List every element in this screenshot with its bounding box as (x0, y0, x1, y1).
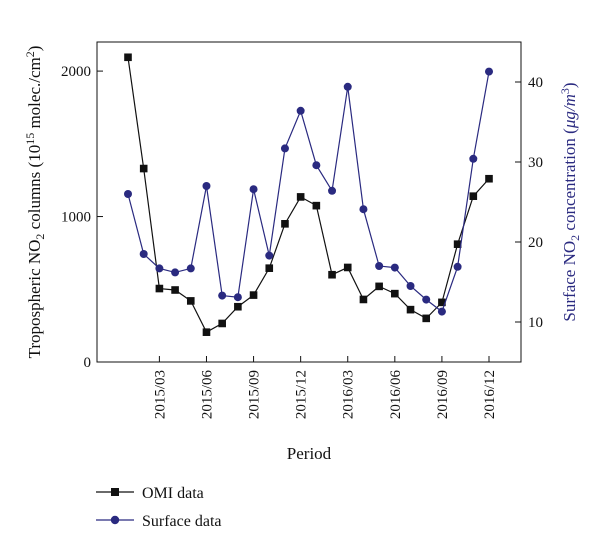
omi-data-point (406, 305, 415, 314)
surface-data-point (155, 264, 164, 273)
surface-data-point (296, 106, 305, 115)
surface-data-point (485, 67, 493, 76)
left-axis-title-sub: 2 (33, 234, 47, 240)
surface-data-point (453, 262, 462, 271)
omi-data-point (265, 264, 274, 272)
surface-data-point (375, 262, 384, 270)
surface-data-point (124, 190, 132, 198)
surface-data-point (437, 307, 446, 316)
x-tick-label: 2016/09 (435, 370, 451, 419)
omi-data-point (249, 291, 258, 299)
x-axis-title: Period (287, 444, 332, 463)
omi-data-point (124, 53, 132, 62)
surface-data-point (359, 205, 368, 214)
x-axis-ticks: 2015/03 2015/06 2015/09 2015/12 2016/03 2016/… (152, 356, 498, 419)
legend-item-surface: Surface data (96, 513, 222, 530)
left-axis-title-sup: 15 (23, 133, 37, 145)
left-axis-title: Tropospheric NO2 columns (1015 molec./cm… (23, 46, 47, 359)
x-tick-label: 2015/12 (294, 370, 310, 419)
omi-data-point (453, 240, 462, 248)
surface-data-point (390, 263, 399, 272)
omi-data-point (391, 289, 399, 298)
omi-data-point (171, 286, 179, 294)
x-tick-label: 2015/03 (152, 370, 168, 419)
x-tick-label: 2016/03 (341, 370, 357, 419)
omi-data-point (234, 302, 242, 311)
legend-label-omi: OMI data (142, 485, 204, 502)
right-axis-title-pre: Surface NO (560, 241, 579, 322)
omi-data-point (312, 201, 321, 210)
surface-data-point (312, 161, 321, 170)
x-tick-label: 2016/12 (482, 370, 498, 419)
omi-data-point (469, 192, 478, 200)
omi-data-point (328, 270, 336, 279)
left-axis-title-sup2: 2 (23, 51, 37, 57)
surface-data-point (265, 251, 274, 260)
omi-data-point (422, 314, 431, 323)
surface-data-point (202, 182, 211, 190)
omi-data-point (485, 174, 493, 183)
surface-data-point (249, 185, 258, 194)
left-axis-ticks: 0 1000 2000 (61, 64, 103, 371)
legend: OMI data Surface data (96, 485, 222, 530)
surface-data-point (469, 154, 478, 163)
legend-label-surface: Surface data (142, 513, 222, 530)
right-tick-label: 10 (528, 315, 543, 331)
left-tick-label: 2000 (61, 64, 91, 80)
surface-data-point (233, 293, 242, 302)
omi-data-point (343, 263, 352, 272)
omi-data-point (375, 282, 383, 291)
surface-data-point (186, 264, 195, 273)
surface-data-point (139, 250, 148, 258)
plot-area-frame (96, 41, 522, 363)
omi-data-point (296, 193, 305, 201)
x-tick-label: 2015/09 (247, 370, 263, 419)
surface-data-point (280, 144, 289, 153)
right-axis-title-unit: μg/m (560, 94, 579, 129)
surface-data-point (343, 82, 352, 91)
surface-data-point (422, 295, 431, 304)
right-axis-title-end: ) (560, 82, 579, 88)
surface-data-point (171, 268, 180, 277)
omi-data-point (438, 298, 446, 307)
left-axis-title-end: ) (25, 46, 44, 52)
surface-data-point (406, 282, 415, 290)
omi-data-point (139, 164, 148, 173)
omi-data-point (359, 295, 368, 304)
right-tick-label: 20 (528, 235, 543, 251)
omi-data-point (155, 284, 164, 293)
right-axis-ticks: 10 20 30 40 (515, 75, 543, 331)
left-tick-label: 1000 (61, 210, 91, 226)
right-tick-label: 40 (528, 75, 543, 91)
surface-data-point (218, 291, 227, 300)
right-axis-title-sup: 3 (558, 88, 572, 94)
legend-item-omi: OMI data (96, 485, 204, 502)
series-layer (124, 53, 493, 336)
x-tick-label: 2015/06 (199, 370, 215, 420)
omi-data-point (202, 328, 211, 336)
x-tick-label: 2016/06 (388, 370, 404, 420)
right-axis-title: Surface NO2 concentration (μg/m3) (558, 82, 582, 321)
left-axis-title-mid: columns (10 (25, 145, 44, 234)
right-axis-title-mid: concentration ( (560, 128, 579, 235)
omi-data-point (218, 319, 226, 328)
legend-square-marker-icon (111, 488, 119, 496)
right-axis-title-sub: 2 (568, 235, 582, 241)
left-axis-title-post: molec./cm (25, 57, 44, 133)
series-line-surface (127, 71, 490, 313)
left-axis-title-pre: Tropospheric NO (25, 240, 44, 359)
omi-data-point (186, 297, 195, 305)
right-tick-label: 30 (528, 155, 543, 171)
legend-circle-marker-icon (110, 515, 120, 525)
omi-data-point (281, 220, 289, 228)
surface-data-point (328, 186, 337, 195)
series-line-omi (127, 57, 490, 334)
left-tick-label: 0 (84, 355, 92, 371)
